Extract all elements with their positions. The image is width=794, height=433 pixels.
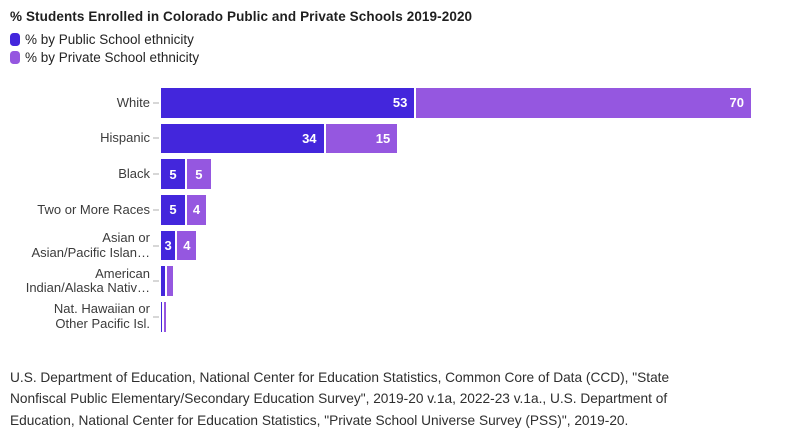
bar-public-segment[interactable]: 53 bbox=[161, 88, 415, 118]
axis-tick bbox=[153, 208, 159, 211]
category-label: White bbox=[116, 94, 150, 110]
bar-private-segment[interactable]: 4 bbox=[177, 230, 197, 261]
source-note-line: Nonfiscal Public Elementary/Secondary Ed… bbox=[10, 391, 668, 407]
bar-row: Asian or Asian/Pacific Islan… 3 4 bbox=[0, 230, 794, 261]
bar-group: 53 70 bbox=[161, 88, 751, 118]
category-label: American Indian/Alaska Nativ… bbox=[25, 265, 150, 296]
legend-item-public[interactable]: % by Public School ethnicity bbox=[10, 30, 199, 48]
bar-group bbox=[161, 266, 173, 296]
category-label: Nat. Hawaiian or Other Pacific Isl. bbox=[53, 301, 150, 331]
bar-private-segment[interactable] bbox=[164, 302, 166, 332]
value-label: 5 bbox=[169, 166, 177, 182]
bar-row: White 53 70 bbox=[0, 88, 794, 118]
axis-tick bbox=[153, 173, 159, 176]
value-label: 34 bbox=[302, 130, 317, 146]
chart: White 53 70 Hispanic 34 15 Black 5 5 Two or More … bbox=[0, 88, 794, 338]
bar-row: American Indian/Alaska Nativ… bbox=[0, 266, 794, 296]
bar-group: 34 15 bbox=[161, 123, 398, 154]
legend-label-private: % by Private School ethnicity bbox=[25, 49, 200, 65]
source-note-line: U.S. Department of Education, National C… bbox=[10, 370, 670, 385]
category-label: Hispanic bbox=[100, 130, 150, 146]
bar-private-segment[interactable]: 4 bbox=[186, 195, 206, 225]
source-note: U.S. Department of Education, National C… bbox=[10, 367, 794, 431]
bar-private-segment[interactable]: 15 bbox=[325, 123, 398, 154]
axis-tick bbox=[153, 244, 159, 247]
axis-tick bbox=[153, 137, 159, 140]
bar-row: Hispanic 34 15 bbox=[0, 123, 794, 154]
value-label: 4 bbox=[183, 238, 191, 253]
bar-row: Nat. Hawaiian or Other Pacific Isl. bbox=[0, 302, 794, 332]
bar-private-segment[interactable] bbox=[166, 266, 173, 296]
bar-row: Two or More Races 5 4 bbox=[0, 195, 794, 225]
value-label: 53 bbox=[392, 95, 408, 111]
category-label: Black bbox=[118, 165, 150, 181]
bar-public-segment[interactable]: 5 bbox=[161, 195, 185, 225]
legend: % by Public School ethnicity % by Privat… bbox=[10, 30, 199, 66]
value-label: 3 bbox=[164, 238, 172, 253]
value-label: 15 bbox=[375, 130, 391, 146]
bar-group bbox=[161, 302, 166, 332]
value-label: 70 bbox=[729, 95, 744, 111]
source-note-line: Education, National Center for Education… bbox=[10, 412, 629, 428]
axis-tick bbox=[153, 101, 159, 104]
bar-public-segment[interactable]: 3 bbox=[161, 230, 176, 261]
bar-public-segment[interactable] bbox=[161, 266, 165, 296]
axis-tick bbox=[153, 280, 159, 283]
bar-public-segment[interactable] bbox=[161, 302, 162, 332]
value-label: 4 bbox=[192, 202, 201, 218]
bar-public-segment[interactable]: 5 bbox=[161, 159, 185, 189]
value-label: 5 bbox=[169, 202, 177, 218]
legend-label-public: % by Public School ethnicity bbox=[25, 31, 194, 47]
axis-tick bbox=[153, 315, 159, 318]
legend-swatch-private-icon bbox=[10, 50, 20, 64]
bar-row: Black 5 5 bbox=[0, 159, 794, 189]
bar-public-segment[interactable]: 34 bbox=[161, 123, 324, 154]
value-label: 5 bbox=[195, 166, 203, 182]
bar-private-segment[interactable]: 70 bbox=[416, 88, 751, 118]
category-label: Asian or Asian/Pacific Islan… bbox=[31, 230, 151, 260]
legend-swatch-public-icon bbox=[10, 32, 20, 46]
category-label: Two or More Races bbox=[37, 201, 150, 217]
bar-private-segment[interactable]: 5 bbox=[186, 159, 211, 189]
legend-item-private[interactable]: % by Private School ethnicity bbox=[10, 48, 199, 66]
chart-title: % Students Enrolled in Colorado Public a… bbox=[10, 9, 473, 24]
